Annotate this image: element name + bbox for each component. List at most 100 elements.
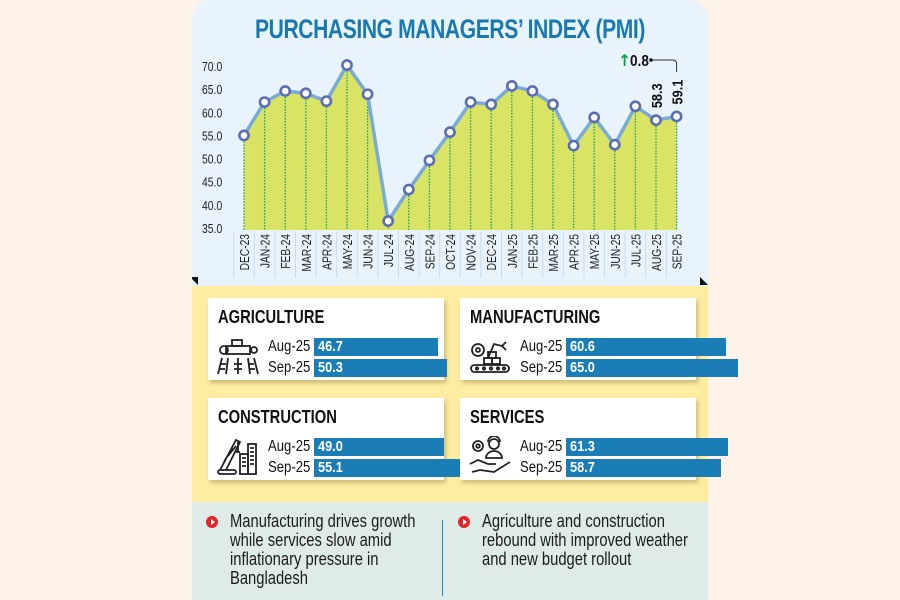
- x-tick-label: NOV-24: [466, 233, 479, 270]
- data-point: [238, 129, 250, 142]
- factory-conveyor-icon: [470, 341, 510, 373]
- x-tick-label: JUN-24: [363, 233, 376, 268]
- sector-breakdown: AGRICULTURE Aug-25 46.7 Sep-25 50.3 MANU…: [192, 286, 738, 502]
- sector-row-sep: Sep-25 50.3: [268, 359, 447, 377]
- sector-title: MANUFACTURING: [470, 307, 601, 327]
- pmi-line-segment: [613, 104, 638, 147]
- data-point: [382, 215, 395, 227]
- corner-mark-right: [700, 277, 708, 285]
- sector-row-aug: Aug-25 61.3: [520, 438, 728, 456]
- x-tick-label: SEP-24: [425, 233, 438, 269]
- sector-row-aug: Aug-25 60.6: [520, 338, 726, 356]
- bullet-icon: [458, 516, 470, 528]
- pmi-area-fill: [244, 65, 677, 231]
- value-bar: 61.3: [566, 438, 728, 456]
- x-tick-label: JUN-25: [610, 234, 623, 269]
- value-bar: 49.0: [314, 438, 444, 456]
- y-tick-label: 40.0: [202, 199, 223, 213]
- notes-divider: [442, 520, 443, 596]
- x-tick-label: DEC-23: [239, 234, 252, 270]
- pmi-line-segment: [242, 100, 267, 138]
- x-tick-label: DEC-24: [486, 233, 499, 270]
- x-tick-label: OCT-24: [445, 233, 458, 269]
- sector-card-agriculture: AGRICULTURE Aug-25 46.7 Sep-25 50.3: [208, 298, 447, 380]
- data-point: [629, 100, 642, 113]
- x-tick-label: JAN-24: [260, 233, 273, 268]
- x-tick-label: JUL-24: [383, 233, 396, 267]
- data-point: [588, 111, 601, 124]
- data-point: [361, 88, 374, 101]
- up-arrow-icon: ↑: [618, 51, 631, 70]
- value-bar: 46.7: [314, 338, 438, 356]
- value-bar: 65.0: [566, 359, 738, 377]
- data-label: 58.3: [648, 83, 665, 108]
- data-point: [670, 110, 683, 123]
- sector-row-sep: Sep-25 58.7: [520, 459, 721, 477]
- data-point: [258, 96, 271, 109]
- y-tick-label: 65.0: [202, 83, 223, 97]
- sector-title: AGRICULTURE: [218, 307, 325, 327]
- x-tick-label: JUL-25: [631, 234, 644, 267]
- pmi-line-segment: [345, 63, 370, 96]
- value-bar: 60.6: [566, 338, 726, 356]
- data-point: [320, 95, 333, 108]
- sector-row-aug: Aug-25 49.0: [268, 438, 444, 456]
- sector-card-manufacturing: MANUFACTURING Aug-25 60.6 Sep-25 65.0: [460, 298, 738, 380]
- sector-card-construction: CONSTRUCTION Aug-25 49.0 Sep-25 55.1: [208, 398, 460, 480]
- x-tick-label: FEB-25: [528, 234, 541, 269]
- x-tick-label: APR-25: [569, 234, 582, 270]
- data-point: [547, 98, 559, 111]
- sector-card-services: SERVICES Aug-25 61.3 Sep-25 58.7: [460, 398, 728, 480]
- x-tick-label: FEB-24: [280, 233, 293, 268]
- sector-row-aug: Aug-25 46.7: [268, 338, 438, 356]
- data-point: [402, 183, 415, 196]
- x-tick-label: MAR-24: [301, 233, 314, 271]
- annotation-dot: [649, 58, 653, 62]
- change-annotation: 0.8: [630, 53, 649, 70]
- pmi-chart-area: PURCHASING MANAGERS’ INDEX (PMI) 35.0 40.…: [192, 0, 708, 286]
- y-tick-label: 45.0: [202, 176, 223, 190]
- x-tick-label: AUG-24: [404, 233, 417, 271]
- crane-building-icon: [217, 438, 257, 475]
- data-point: [279, 85, 292, 97]
- y-tick-label: 55.0: [202, 129, 223, 143]
- infographic-panel: PURCHASING MANAGERS’ INDEX (PMI) 35.0 40.…: [192, 0, 738, 600]
- pmi-line-segment: [407, 158, 432, 192]
- data-point: [423, 154, 436, 167]
- data-point: [526, 85, 539, 97]
- value-bar: 58.7: [566, 459, 721, 477]
- sector-row-sep: Sep-25 55.1: [268, 459, 460, 477]
- data-point: [505, 80, 518, 92]
- x-tick-label: JAN-25: [507, 234, 520, 268]
- data-point: [485, 98, 498, 111]
- x-tick-label: MAY-24: [342, 233, 355, 269]
- pmi-line-segment: [365, 92, 390, 223]
- sector-row-sep: Sep-25 65.0: [520, 359, 738, 377]
- pmi-line-segment: [386, 187, 411, 223]
- data-point: [299, 87, 312, 100]
- data-label: 59.1: [669, 79, 686, 104]
- annotation-leader-line: [652, 59, 678, 72]
- y-tick-label: 60.0: [202, 106, 223, 120]
- value-bar: 50.3: [314, 359, 447, 377]
- data-point: [567, 139, 580, 152]
- x-tick-label: MAR-25: [548, 234, 561, 272]
- pmi-line-segment: [448, 100, 473, 134]
- sector-title: CONSTRUCTION: [218, 407, 337, 427]
- sector-title: SERVICES: [470, 407, 545, 427]
- pmi-chart: 35.0 40.0 45.0 50.0 55.0 60.0 65.0 70.0 DEC-23 J…: [192, 51, 708, 285]
- chart-title: PURCHASING MANAGERS’ INDEX (PMI): [254, 14, 646, 44]
- tractor-icon: [217, 339, 259, 375]
- data-point: [464, 96, 477, 109]
- value-bar: 55.1: [314, 459, 460, 477]
- corner-mark-left: [192, 277, 198, 285]
- data-point: [650, 114, 662, 127]
- bullet-icon: [206, 516, 218, 528]
- data-point: [341, 59, 353, 71]
- data-point: [608, 138, 621, 151]
- data-point: [444, 126, 456, 139]
- service-hand-icon: [469, 436, 511, 473]
- y-tick-label: 70.0: [202, 60, 223, 74]
- x-tick-label: AUG-25: [651, 234, 664, 271]
- key-notes: Manufacturing drives growth while servic…: [192, 502, 708, 600]
